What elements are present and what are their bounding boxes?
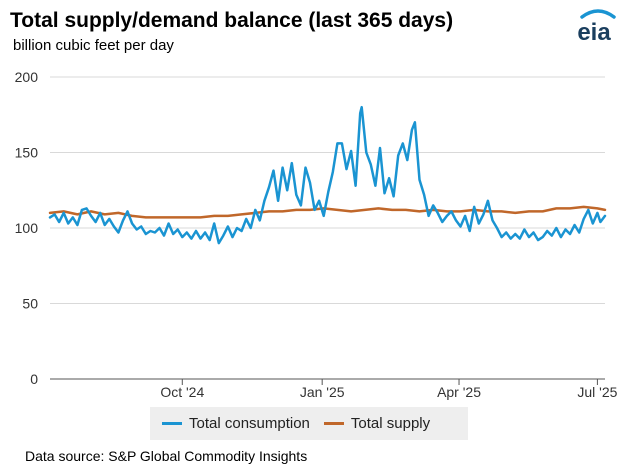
series-line-consumption	[48, 105, 607, 245]
eia-logo[interactable]: eia	[568, 7, 620, 45]
legend-label-supply: Total supply	[350, 415, 431, 432]
eia-logo-text: eia	[577, 19, 611, 45]
legend-swatch-consumption	[162, 422, 182, 425]
y-tick-label-50: 50	[22, 296, 38, 312]
data-source-note: Data source: S&P Global Commodity Insigh…	[25, 448, 308, 464]
y-tick-label-200: 200	[15, 69, 39, 85]
y-tick-label-0: 0	[30, 371, 38, 387]
x-tick-label-2: Apr '25	[437, 384, 481, 400]
chart-title: Total supply/demand balance (last 365 da…	[10, 9, 454, 32]
series-line-supply	[48, 205, 607, 219]
y-tick-label-150: 150	[15, 145, 39, 161]
x-tick-label-0: Oct '24	[160, 384, 204, 400]
chart-subtitle: billion cubic feet per day	[13, 37, 174, 54]
legend-item-supply[interactable]: Total supply	[323, 415, 431, 432]
chart-legend: Total consumption Total supply	[150, 407, 468, 440]
x-tick-label-3: Jul '25	[577, 384, 617, 400]
legend-swatch-supply	[323, 422, 344, 425]
legend-item-consumption[interactable]: Total consumption	[162, 415, 310, 432]
x-tick-label-1: Jan '25	[300, 384, 345, 400]
y-tick-label-100: 100	[15, 220, 39, 236]
legend-label-consumption: Total consumption	[189, 415, 310, 432]
eia-logo-arc	[580, 9, 616, 19]
